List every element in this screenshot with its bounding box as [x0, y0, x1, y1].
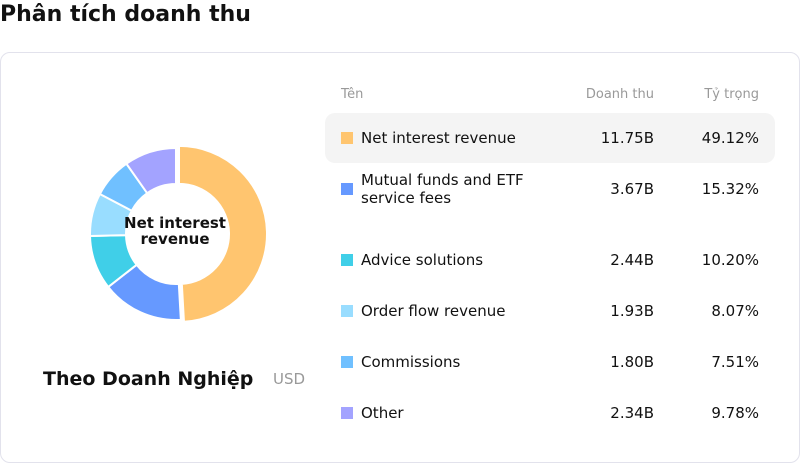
legend-swatch — [341, 305, 353, 317]
revenue-value: 2.44B — [610, 251, 654, 269]
share-value: 15.32% — [701, 180, 759, 198]
page-title: Phân tích doanh thu — [0, 2, 251, 27]
legend-row[interactable]: Net interest revenue 11.75B 49.12% — [325, 113, 775, 163]
legend-swatch — [341, 183, 353, 195]
legend-row[interactable]: Other 2.34B 9.78% — [325, 388, 775, 438]
share-value: 49.12% — [701, 129, 759, 147]
donut-slice[interactable] — [125, 146, 177, 195]
legend-name: Other — [361, 404, 404, 422]
donut-chart — [88, 144, 268, 323]
legend-swatch — [341, 407, 353, 419]
legend-name: Order flow revenue — [361, 302, 506, 320]
share-value: 7.51% — [711, 353, 759, 371]
legend-row[interactable]: Advice solutions 2.44B 10.20% — [325, 235, 775, 285]
legend-swatch — [341, 356, 353, 368]
share-value: 9.78% — [711, 404, 759, 422]
share-value: 8.07% — [711, 302, 759, 320]
revenue-value: 1.93B — [610, 302, 654, 320]
header-name: Tên — [341, 87, 364, 102]
revenue-value: 11.75B — [600, 129, 654, 147]
donut-center-label: Net interest revenue — [124, 214, 226, 248]
revenue-value: 2.34B — [610, 404, 654, 422]
header-revenue: Doanh thu — [585, 87, 654, 102]
legend-name: Advice solutions — [361, 251, 484, 269]
legend-name: Mutual funds and ETF service fees — [361, 171, 524, 207]
legend-row[interactable]: Order flow revenue 1.93B 8.07% — [325, 286, 775, 336]
legend-row[interactable]: Mutual funds and ETF service fees 3.67B … — [325, 164, 775, 214]
legend-row[interactable]: Commissions 1.80B 7.51% — [325, 337, 775, 387]
legend-name: Commissions — [361, 353, 461, 371]
revenue-value: 1.80B — [610, 353, 654, 371]
chart-subtitle: Theo Doanh Nghiệp — [43, 368, 254, 390]
donut-slice[interactable] — [177, 144, 268, 323]
legend-name: Net interest revenue — [361, 129, 516, 147]
legend-swatch — [341, 254, 353, 266]
legend-swatch — [341, 132, 353, 144]
revenue-value: 3.67B — [610, 180, 654, 198]
share-value: 10.20% — [701, 251, 759, 269]
header-share: Tỷ trọng — [704, 87, 759, 102]
unit-label: USD — [273, 370, 306, 388]
